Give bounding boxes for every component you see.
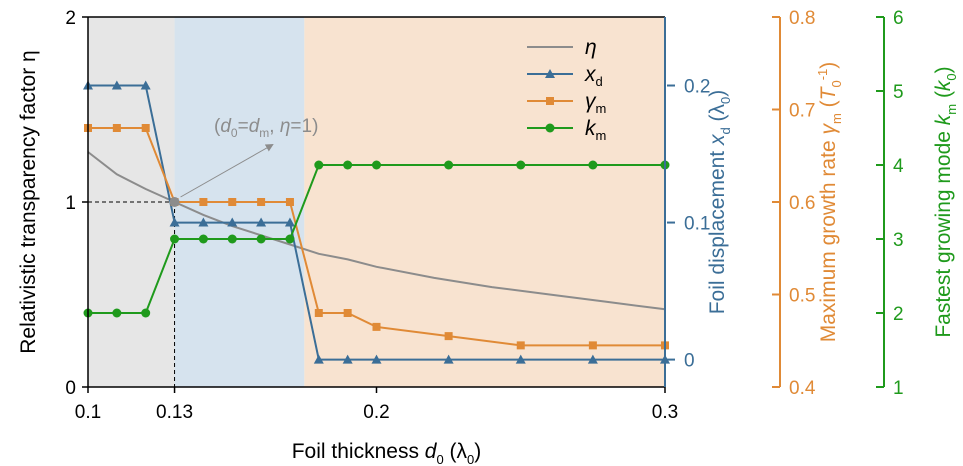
point-gamma <box>228 198 237 206</box>
point-km <box>170 234 180 244</box>
point-xd <box>515 354 526 364</box>
point-xd <box>284 217 295 227</box>
point-xd <box>371 354 382 364</box>
legend-marker-xd <box>545 69 555 78</box>
gamma-axis-label: Maximum growth rate γm (T0-1) <box>815 62 844 343</box>
point-gamma <box>314 309 323 317</box>
annotation-arrow <box>180 144 274 198</box>
legend-label-eta: η <box>585 36 597 59</box>
series-xd <box>83 80 670 364</box>
gamma-tick-label: 0.7 <box>789 101 815 122</box>
legend-label-xd: xd <box>584 63 603 89</box>
gamma-tick-label: 0.8 <box>789 8 815 29</box>
region-2 <box>304 17 665 387</box>
point-xd <box>256 217 267 227</box>
km-tick-label: 3 <box>893 230 904 251</box>
point-xd <box>587 354 598 364</box>
x-tick-label: 0.13 <box>156 402 193 423</box>
km-axis-label: Fastest growing mode km (k0) <box>932 66 959 337</box>
point-gamma <box>199 198 208 206</box>
point-gamma <box>141 124 150 132</box>
eta-tick-label: 2 <box>65 8 76 29</box>
point-xd <box>313 354 324 364</box>
point-km <box>256 234 266 244</box>
xd-tick-label: 0 <box>684 351 695 372</box>
xd-axis-label: Foil displacement xd (λ0) <box>706 90 733 315</box>
point-gamma <box>372 322 381 331</box>
point-gamma <box>444 332 453 341</box>
annotation-point <box>169 197 180 207</box>
point-km <box>588 160 598 170</box>
km-tick-label: 1 <box>893 378 904 399</box>
point-xd <box>140 80 151 90</box>
point-km <box>444 160 454 170</box>
point-xd <box>227 217 238 227</box>
point-km <box>516 160 526 170</box>
km-tick-label: 4 <box>893 156 904 177</box>
xd-tick-label: 0.1 <box>684 214 710 235</box>
point-gamma <box>285 198 294 206</box>
annotation-text: (d0=dm, η=1) <box>214 116 318 140</box>
point-km <box>141 308 151 318</box>
point-xd <box>169 217 180 227</box>
eta-tick-label: 1 <box>65 193 76 214</box>
point-gamma <box>516 341 525 350</box>
point-gamma <box>343 309 352 317</box>
point-km <box>372 160 381 170</box>
point-km <box>227 234 237 244</box>
legend-label-km: km <box>585 117 606 143</box>
x-tick-label: 0.3 <box>652 402 678 423</box>
legend-label-gamma: γm <box>585 90 606 116</box>
point-xd <box>111 80 122 90</box>
point-km <box>112 308 122 318</box>
gamma-tick-label: 0.5 <box>789 286 815 307</box>
point-km <box>314 160 324 170</box>
point-xd <box>443 354 454 364</box>
eta-axis-label: Relativistic transparency factor η <box>17 50 40 353</box>
x-tick-label: 0.1 <box>75 402 101 423</box>
legend-marker-km <box>545 123 555 133</box>
annotation: (d0=dm, η=1) <box>169 116 318 207</box>
point-km <box>198 234 208 244</box>
xd-tick-label: 0.2 <box>684 77 710 98</box>
series-km <box>83 160 670 318</box>
gamma-tick-label: 0.6 <box>789 193 815 214</box>
eta-tick-label: 0 <box>65 378 76 399</box>
data-series <box>83 80 670 364</box>
x-axis-label: Foil thickness d0 (λ0) <box>292 440 482 466</box>
line-eta <box>87 151 666 311</box>
series-eta <box>87 151 666 311</box>
reference-lines <box>88 201 176 387</box>
point-km <box>285 234 295 244</box>
km-tick-label: 2 <box>893 304 904 325</box>
point-km <box>343 160 353 170</box>
point-xd <box>198 217 209 227</box>
x-tick-label: 0.2 <box>363 402 389 423</box>
legend-marker-gamma <box>546 97 554 105</box>
point-gamma <box>112 124 121 132</box>
point-xd <box>342 354 353 364</box>
gamma-tick-label: 0.4 <box>789 378 816 399</box>
point-gamma <box>257 198 266 206</box>
point-gamma <box>588 341 597 350</box>
km-tick-label: 6 <box>893 8 904 29</box>
km-tick-label: 5 <box>893 82 904 103</box>
